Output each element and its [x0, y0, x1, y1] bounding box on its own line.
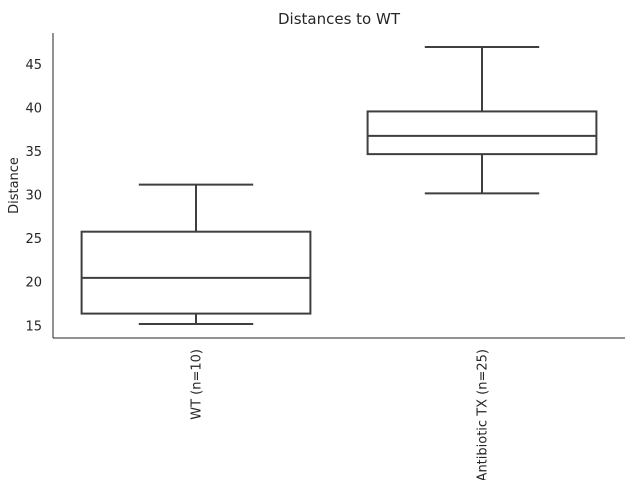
x-ticks: WT (n=10) Antibiotic TX (n=25) [190, 349, 491, 480]
y-ticks: 15 20 25 30 35 40 45 [25, 58, 42, 334]
y-tick-label: 35 [25, 145, 42, 160]
x-tick-label: Antibiotic TX (n=25) [476, 349, 491, 480]
y-axis-label: Distance [7, 157, 22, 214]
y-tick-label: 25 [25, 232, 42, 247]
y-tick-label: 20 [25, 276, 42, 291]
box-2 [366, 45, 598, 195]
y-tick-label: 40 [25, 101, 42, 116]
chart-title: Distances to WT [278, 10, 401, 28]
iqr-box [366, 110, 598, 156]
y-tick-label: 15 [25, 319, 42, 334]
boxes [80, 45, 598, 326]
box-1 [80, 183, 312, 326]
y-tick-label: 30 [25, 189, 42, 204]
x-tick-label: WT (n=10) [190, 349, 205, 420]
iqr-box [80, 230, 312, 315]
y-tick-label: 45 [25, 58, 42, 73]
